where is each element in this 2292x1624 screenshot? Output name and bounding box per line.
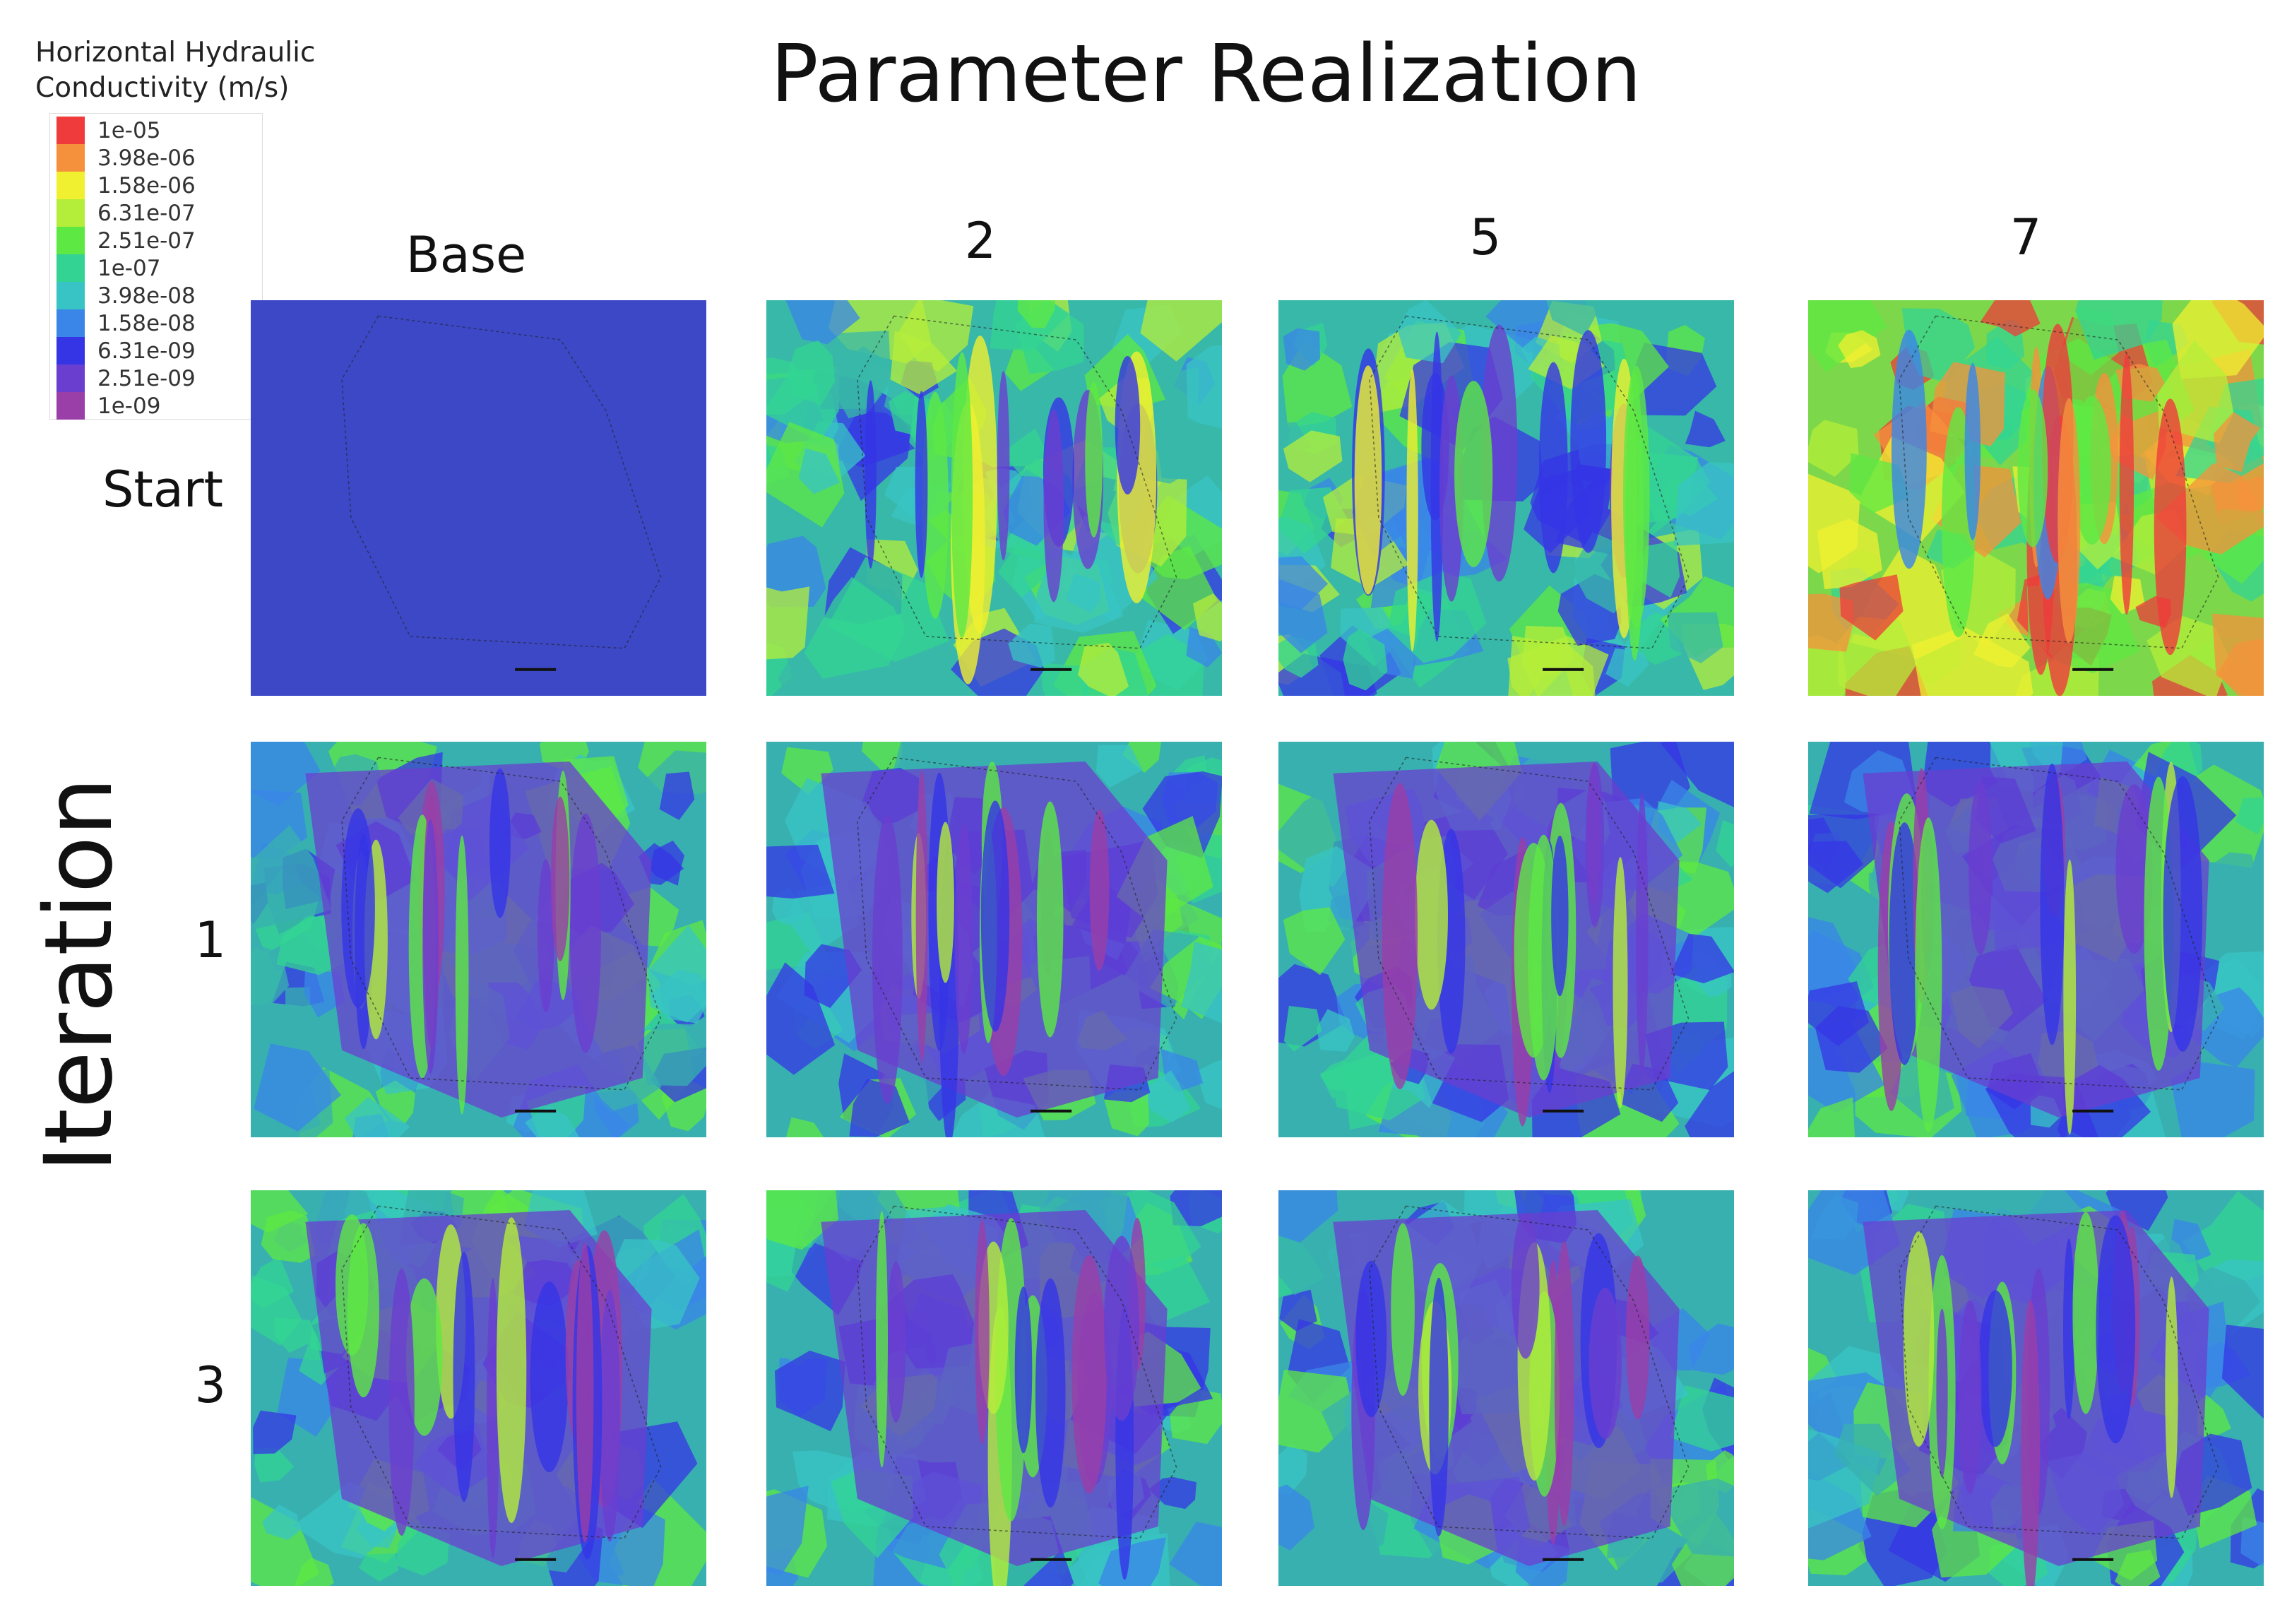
column-label-7: 7 [2009, 208, 2042, 266]
row-label-3: 3 [194, 1356, 226, 1414]
map-panel [251, 742, 706, 1137]
map-panel [1808, 300, 2264, 696]
map-panel [1808, 742, 2264, 1137]
map-panel [766, 300, 1222, 696]
legend-entry: 1e-05 [57, 117, 160, 144]
legend-swatch [57, 364, 85, 392]
legend-swatch [57, 227, 85, 254]
legend-label: 2.51e-07 [97, 227, 196, 254]
column-label-5: 5 [1469, 208, 1502, 266]
legend-entry: 1e-09 [57, 392, 160, 420]
legend-swatch-box [49, 113, 263, 420]
legend-label: 2.51e-09 [97, 365, 196, 391]
legend-entry: 2.51e-07 [57, 227, 196, 254]
row-label-start: Start [102, 461, 223, 518]
map-panel [1278, 742, 1734, 1137]
legend-label: 3.98e-08 [97, 283, 196, 309]
legend-swatch [57, 309, 85, 337]
legend-swatch [57, 117, 85, 144]
legend-entry: 1e-07 [57, 254, 160, 282]
legend-label: 3.98e-06 [97, 145, 196, 171]
map-panel [766, 1190, 1222, 1586]
legend-swatch [57, 392, 85, 420]
legend-swatch [57, 172, 85, 199]
color-legend: Horizontal Hydraulic Conductivity (m/s) … [35, 35, 316, 420]
map-panel [1278, 1190, 1734, 1586]
legend-title-line2: Conductivity (m/s) [35, 72, 290, 104]
legend-label: 6.31e-09 [97, 338, 196, 364]
map-panel [1278, 300, 1734, 696]
map-panel [766, 742, 1222, 1137]
map-panel [1808, 1190, 2264, 1586]
legend-entry: 6.31e-07 [57, 199, 196, 227]
map-panel [251, 1190, 706, 1586]
legend-entry: 1.58e-08 [57, 309, 196, 337]
legend-swatch [57, 254, 85, 282]
legend-swatch [57, 144, 85, 172]
legend-entry: 3.98e-08 [57, 282, 196, 309]
figure-title: Parameter Realization [771, 28, 1641, 120]
column-label-base: Base [405, 226, 527, 284]
legend-label: 6.31e-07 [97, 200, 196, 226]
legend-label: 1.58e-08 [97, 310, 196, 336]
legend-title-line1: Horizontal Hydraulic [35, 37, 316, 69]
legend-swatch [57, 337, 85, 364]
map-panel [251, 300, 706, 696]
iteration-axis-label: Iteration [25, 777, 133, 1173]
row-label-1: 1 [194, 911, 226, 969]
legend-swatch [57, 199, 85, 227]
legend-entry: 2.51e-09 [57, 364, 196, 392]
legend-entry: 3.98e-06 [57, 144, 196, 172]
column-label-2: 2 [964, 212, 997, 270]
legend-label: 1.58e-06 [97, 172, 196, 198]
legend-entry: 6.31e-09 [57, 337, 196, 364]
legend-title: Horizontal Hydraulic Conductivity (m/s) [35, 35, 316, 106]
legend-swatch [57, 282, 85, 309]
legend-label: 1e-05 [97, 117, 161, 143]
legend-entry: 1.58e-06 [57, 172, 196, 199]
legend-label: 1e-07 [97, 255, 161, 281]
legend-label: 1e-09 [97, 393, 161, 419]
